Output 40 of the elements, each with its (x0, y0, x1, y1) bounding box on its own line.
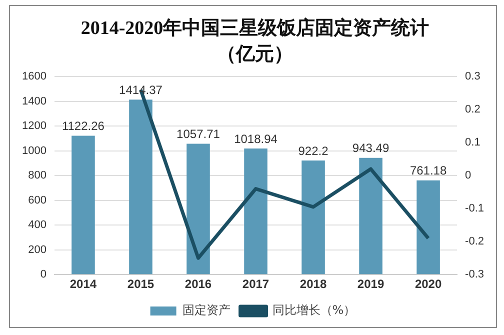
legend-label: 固定资产 (182, 303, 230, 318)
data-label: 1122.26 (62, 119, 105, 134)
x-tick-label: 2014 (70, 277, 97, 292)
x-tick-label: 2017 (242, 277, 270, 292)
x-tick-label: 2019 (357, 277, 384, 292)
bar (359, 158, 382, 274)
y2-tick-label: -0.2 (465, 236, 484, 248)
y-tick-label: 1600 (22, 70, 46, 83)
y-tick-label: 1000 (22, 144, 46, 157)
chart-title: 2014-2020年中国三星级饭店固定资产统计（亿元） (80, 16, 430, 67)
bar (72, 136, 95, 274)
y-tick-label: 1200 (22, 120, 46, 132)
y-tick-label: 600 (28, 194, 46, 206)
y-tick-label: 200 (28, 244, 46, 256)
y2-tick-label: 0.2 (465, 104, 480, 116)
y-tick-label: 800 (28, 170, 46, 182)
x-tick-label: 2016 (184, 277, 212, 292)
y-tick-label: 0 (40, 268, 46, 281)
bar (244, 148, 268, 274)
y-tick-label: 1400 (22, 95, 46, 108)
bar (416, 180, 440, 274)
data-label: 1018.94 (234, 132, 278, 146)
x-tick-label: 2015 (127, 277, 154, 292)
data-label: 922.2 (298, 144, 329, 158)
y-tick-label: 400 (28, 219, 46, 232)
y2-tick-label: 0.1 (465, 136, 480, 149)
data-label: 943.49 (352, 141, 390, 156)
legend-label: 同比增长（%） (272, 303, 356, 318)
bar (129, 100, 152, 274)
data-label: 1057.71 (176, 127, 220, 142)
bar (302, 160, 325, 274)
y2-tick-label: 0 (465, 170, 472, 182)
y2-tick-label: -0.1 (465, 202, 484, 215)
y2-tick-label: 0.3 (465, 70, 480, 83)
x-tick-label: 2018 (300, 277, 327, 292)
y2-tick-label: -0.3 (465, 268, 484, 281)
x-tick-label: 2020 (414, 277, 442, 292)
data-label: 1414.37 (119, 82, 163, 97)
bar (186, 144, 210, 274)
data-label: 761.18 (410, 164, 447, 178)
